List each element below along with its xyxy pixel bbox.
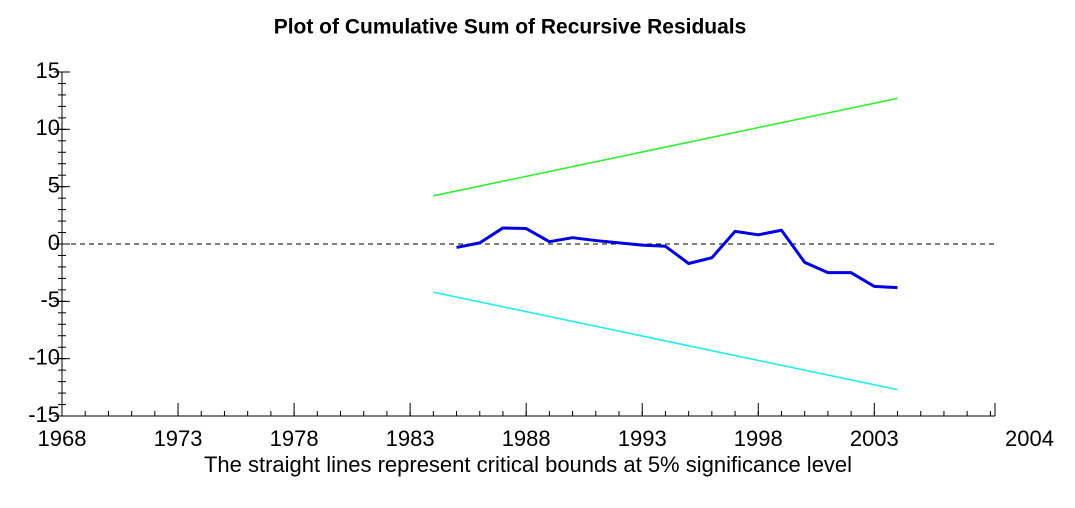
y-tick-label: 0	[48, 230, 60, 255]
x-tick-label: 1973	[154, 426, 203, 451]
x-tick-label: 1983	[386, 426, 435, 451]
series-line	[433, 97, 898, 197]
x-tick-label: 1968	[38, 426, 87, 451]
chart-note: The straight lines represent critical bo…	[204, 452, 852, 477]
x-tick-label: 1988	[502, 426, 551, 451]
x-tick-label: 1998	[734, 426, 783, 451]
x-tick-label: 2003	[850, 426, 899, 451]
y-tick-label: -15	[28, 402, 60, 427]
y-tick-label: 10	[36, 115, 60, 140]
y-tick-label: 5	[48, 172, 60, 197]
x-tick-label: 1993	[618, 426, 667, 451]
series-line	[456, 226, 898, 290]
x-tick-label: 1978	[270, 426, 319, 451]
y-tick-label: -5	[40, 287, 60, 312]
x-axis-end-label: 2004	[1005, 426, 1054, 451]
chart-title: Plot of Cumulative Sum of Recursive Resi…	[274, 16, 747, 39]
y-tick-label: 15	[36, 58, 60, 83]
y-tick-label: -10	[28, 344, 60, 369]
series-line	[433, 291, 898, 391]
